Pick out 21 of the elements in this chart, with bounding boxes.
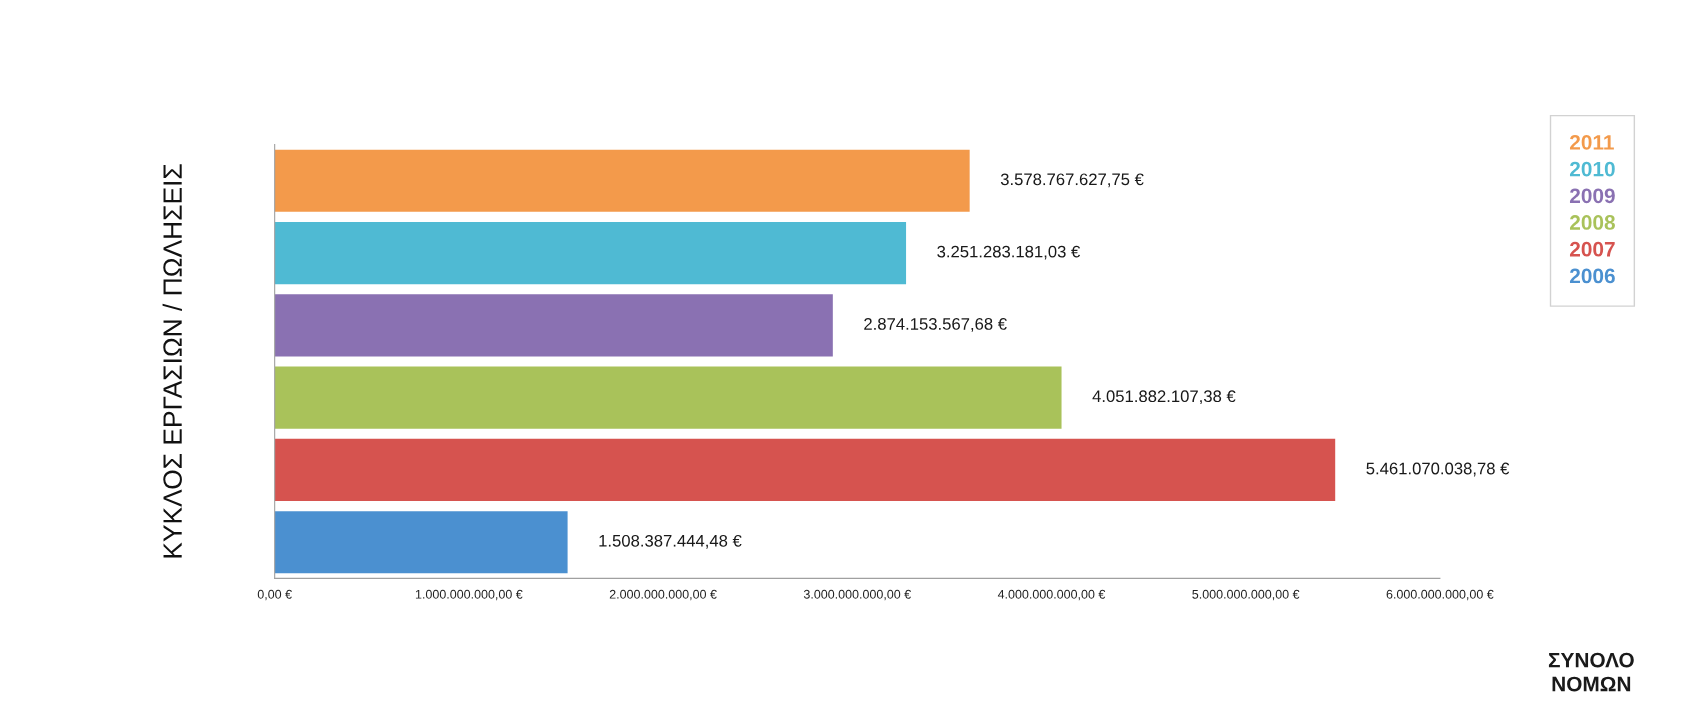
x-tick-label: 1.000.000.000,00 € — [415, 589, 523, 601]
x-tick-label: 2.000.000.000,00 € — [609, 589, 717, 601]
x-tick-label: 3.000.000.000,00 € — [803, 589, 911, 601]
data-label: 3.578.767.627,75 € — [1000, 173, 1144, 188]
x-tick-label: 0,00 € — [257, 589, 292, 601]
x-tick-label: 5.000.000.000,00 € — [1192, 589, 1300, 601]
y-axis-title: ΚΥΚΛΟΣ ΕΡΓΑΣΙΩΝ / ΠΩΛΗΣΕΙΣ — [162, 164, 182, 558]
text: 2006 — [1569, 268, 1615, 284]
data-label: 2.874.153.567,68 € — [864, 318, 1007, 332]
data-label: 4.051.882.107,38 € — [1092, 390, 1236, 405]
text: 2010 — [1569, 161, 1615, 177]
x-axis-title: ΣΥΝΟΛΟ ΝΟΜΩΝ — [1548, 652, 1634, 692]
data-label: 5.461.070.038,78 € — [1366, 462, 1510, 477]
data-label: 1.508.387.444,48 € — [599, 534, 742, 549]
x-tick-label: 4.000.000.000,00 € — [997, 589, 1106, 601]
data-label: 3.251.283.181,03 € — [937, 245, 1081, 260]
text: 2007 — [1569, 241, 1615, 257]
text: 2011 — [1569, 134, 1614, 150]
x-tick-label: 6.000.000.000,00 € — [1386, 589, 1494, 601]
text: 2008 — [1569, 215, 1615, 230]
text: 2009 — [1569, 188, 1615, 204]
